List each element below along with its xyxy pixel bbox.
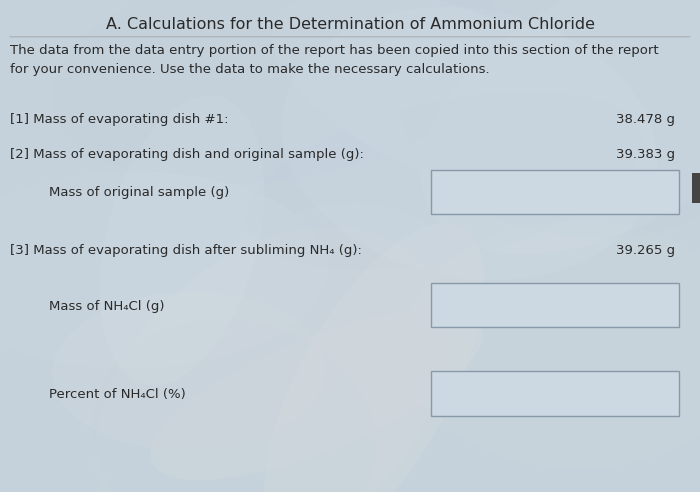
FancyBboxPatch shape: [430, 283, 679, 327]
Text: A. Calculations for the Determination of Ammonium Chloride: A. Calculations for the Determination of…: [106, 17, 594, 32]
Text: [1] Mass of evaporating dish #1:: [1] Mass of evaporating dish #1:: [10, 113, 229, 126]
Ellipse shape: [421, 0, 700, 254]
Ellipse shape: [0, 171, 328, 369]
Ellipse shape: [246, 92, 643, 270]
Ellipse shape: [150, 309, 482, 480]
FancyBboxPatch shape: [430, 371, 679, 416]
Text: Mass of NH₄Cl (g): Mass of NH₄Cl (g): [49, 300, 164, 312]
Ellipse shape: [264, 223, 484, 492]
Ellipse shape: [93, 319, 376, 492]
Ellipse shape: [94, 226, 447, 492]
Text: Mass of original sample (g): Mass of original sample (g): [49, 186, 230, 199]
FancyBboxPatch shape: [430, 170, 679, 214]
Text: The data from the data entry portion of the report has been copied into this sec: The data from the data entry portion of …: [10, 44, 659, 76]
Ellipse shape: [208, 162, 520, 409]
Text: 39.383 g: 39.383 g: [617, 148, 676, 160]
Text: 38.478 g: 38.478 g: [617, 113, 676, 126]
Text: [2] Mass of evaporating dish and original sample (g):: [2] Mass of evaporating dish and origina…: [10, 148, 365, 160]
Text: Percent of NH₄Cl (%): Percent of NH₄Cl (%): [49, 388, 186, 401]
Bar: [692, 173, 700, 203]
Ellipse shape: [52, 292, 326, 451]
Ellipse shape: [402, 220, 700, 469]
Ellipse shape: [99, 95, 264, 386]
Ellipse shape: [281, 7, 657, 280]
Text: [3] Mass of evaporating dish after subliming NH₄ (g):: [3] Mass of evaporating dish after subli…: [10, 244, 363, 256]
Text: 39.265 g: 39.265 g: [617, 244, 676, 256]
